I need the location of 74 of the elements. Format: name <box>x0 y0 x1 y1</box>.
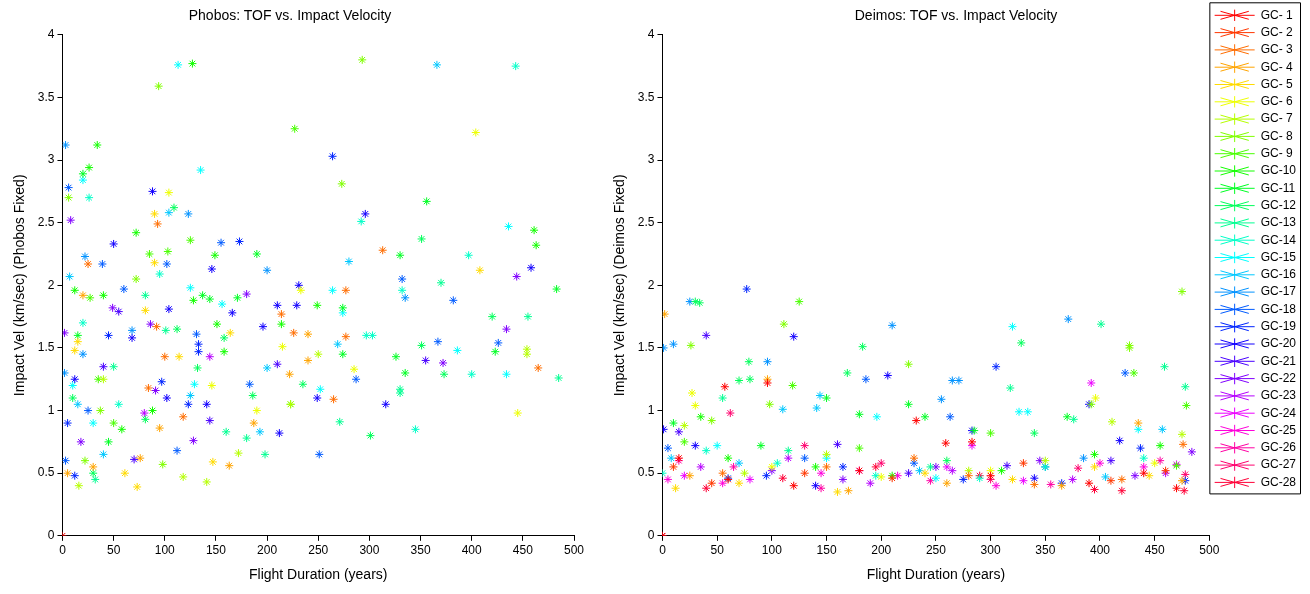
x-tick-label: 250 <box>925 543 947 558</box>
y-tick-label: 3 <box>47 152 55 167</box>
y-tick-label: 1.5 <box>37 340 55 355</box>
chart-title: Deimos: TOF vs. Impact Velocity <box>854 7 1058 24</box>
x-tick-label: 400 <box>461 543 483 558</box>
x-tick-label: 400 <box>1089 543 1111 558</box>
chart-title: Phobos: TOF vs. Impact Velocity <box>188 7 392 24</box>
x-tick-label: 350 <box>410 543 431 558</box>
x-tick-label: 50 <box>106 543 121 558</box>
legend-label: GC-20 <box>1260 336 1297 351</box>
x-tick-label: 100 <box>154 543 176 558</box>
legend-label: GC-26 <box>1260 440 1297 455</box>
legend-label: GC- 9 <box>1260 146 1293 161</box>
y-tick-label: 3.5 <box>37 89 55 104</box>
y-tick-label: 1 <box>47 402 55 417</box>
legend-label: GC-14 <box>1260 232 1297 247</box>
x-tick-label: 150 <box>816 543 837 558</box>
y-tick-label: 0.5 <box>637 465 655 480</box>
legend-label: GC-16 <box>1260 267 1297 282</box>
legend-label: GC-21 <box>1260 353 1297 368</box>
legend-label: GC-27 <box>1260 457 1297 472</box>
x-axis-title: Flight Duration (years) <box>866 566 1006 583</box>
legend-label: GC- 1 <box>1260 7 1293 22</box>
y-tick-label: 3.5 <box>637 89 655 104</box>
x-tick-label: 0 <box>59 543 67 558</box>
legend-label: GC-23 <box>1260 388 1297 403</box>
y-tick-label: 0 <box>647 528 655 543</box>
legend-label: GC- 4 <box>1260 59 1293 74</box>
x-tick-label: 500 <box>563 543 585 558</box>
y-axis-title: Impact Vel (km/sec) (Phobos Fixed) <box>11 174 28 397</box>
x-tick-label: 150 <box>205 543 227 558</box>
x-tick-label: 50 <box>710 543 725 558</box>
x-tick-label: 200 <box>257 543 278 558</box>
y-tick-label: 2.5 <box>37 214 55 229</box>
legend-label: GC-15 <box>1260 249 1297 264</box>
x-tick-label: 300 <box>359 543 380 558</box>
y-tick-label: 1 <box>647 402 655 417</box>
y-tick-label: 2.5 <box>637 214 655 229</box>
x-tick-label: 200 <box>871 543 892 558</box>
legend-label: GC-28 <box>1260 474 1297 489</box>
legend-label: GC- 7 <box>1260 111 1293 126</box>
x-tick-label: 100 <box>761 543 783 558</box>
y-tick-label: 4 <box>47 27 55 42</box>
legend-label: GC-10 <box>1260 163 1297 178</box>
x-tick-label: 300 <box>980 543 1001 558</box>
y-tick-label: 4 <box>647 27 655 42</box>
x-tick-label: 350 <box>1035 543 1056 558</box>
y-axis-title: Impact Vel (km/sec) (Deimos Fixed) <box>611 174 628 397</box>
legend-label: GC-19 <box>1260 319 1297 334</box>
x-tick-label: 450 <box>1144 543 1165 558</box>
legend-label: GC-11 <box>1260 180 1296 195</box>
legend-label: GC- 8 <box>1260 128 1293 143</box>
y-tick-label: 0.5 <box>37 465 55 480</box>
legend-label: GC-25 <box>1260 422 1297 437</box>
legend-label: GC-13 <box>1260 215 1297 230</box>
x-tick-label: 450 <box>512 543 534 558</box>
legend-label: GC-18 <box>1260 301 1297 316</box>
x-axis-title: Flight Duration (years) <box>248 566 388 583</box>
legend-label: GC- 2 <box>1260 24 1293 39</box>
y-tick-label: 2 <box>47 277 55 292</box>
legend-label: GC- 3 <box>1260 42 1293 57</box>
x-tick-label: 250 <box>308 543 329 558</box>
legend-label: GC- 5 <box>1260 76 1293 91</box>
y-tick-label: 2 <box>647 277 655 292</box>
legend-label: GC-17 <box>1260 284 1297 299</box>
x-tick-label: 0 <box>659 543 667 558</box>
x-tick-label: 500 <box>1199 543 1220 558</box>
legend-label: GC-22 <box>1260 370 1297 385</box>
y-tick-label: 0 <box>47 528 55 543</box>
legend-label: GC-24 <box>1260 405 1297 420</box>
y-tick-label: 1.5 <box>637 340 655 355</box>
legend-label: GC- 6 <box>1260 94 1293 109</box>
legend-label: GC-12 <box>1260 197 1297 212</box>
y-tick-label: 3 <box>647 152 655 167</box>
